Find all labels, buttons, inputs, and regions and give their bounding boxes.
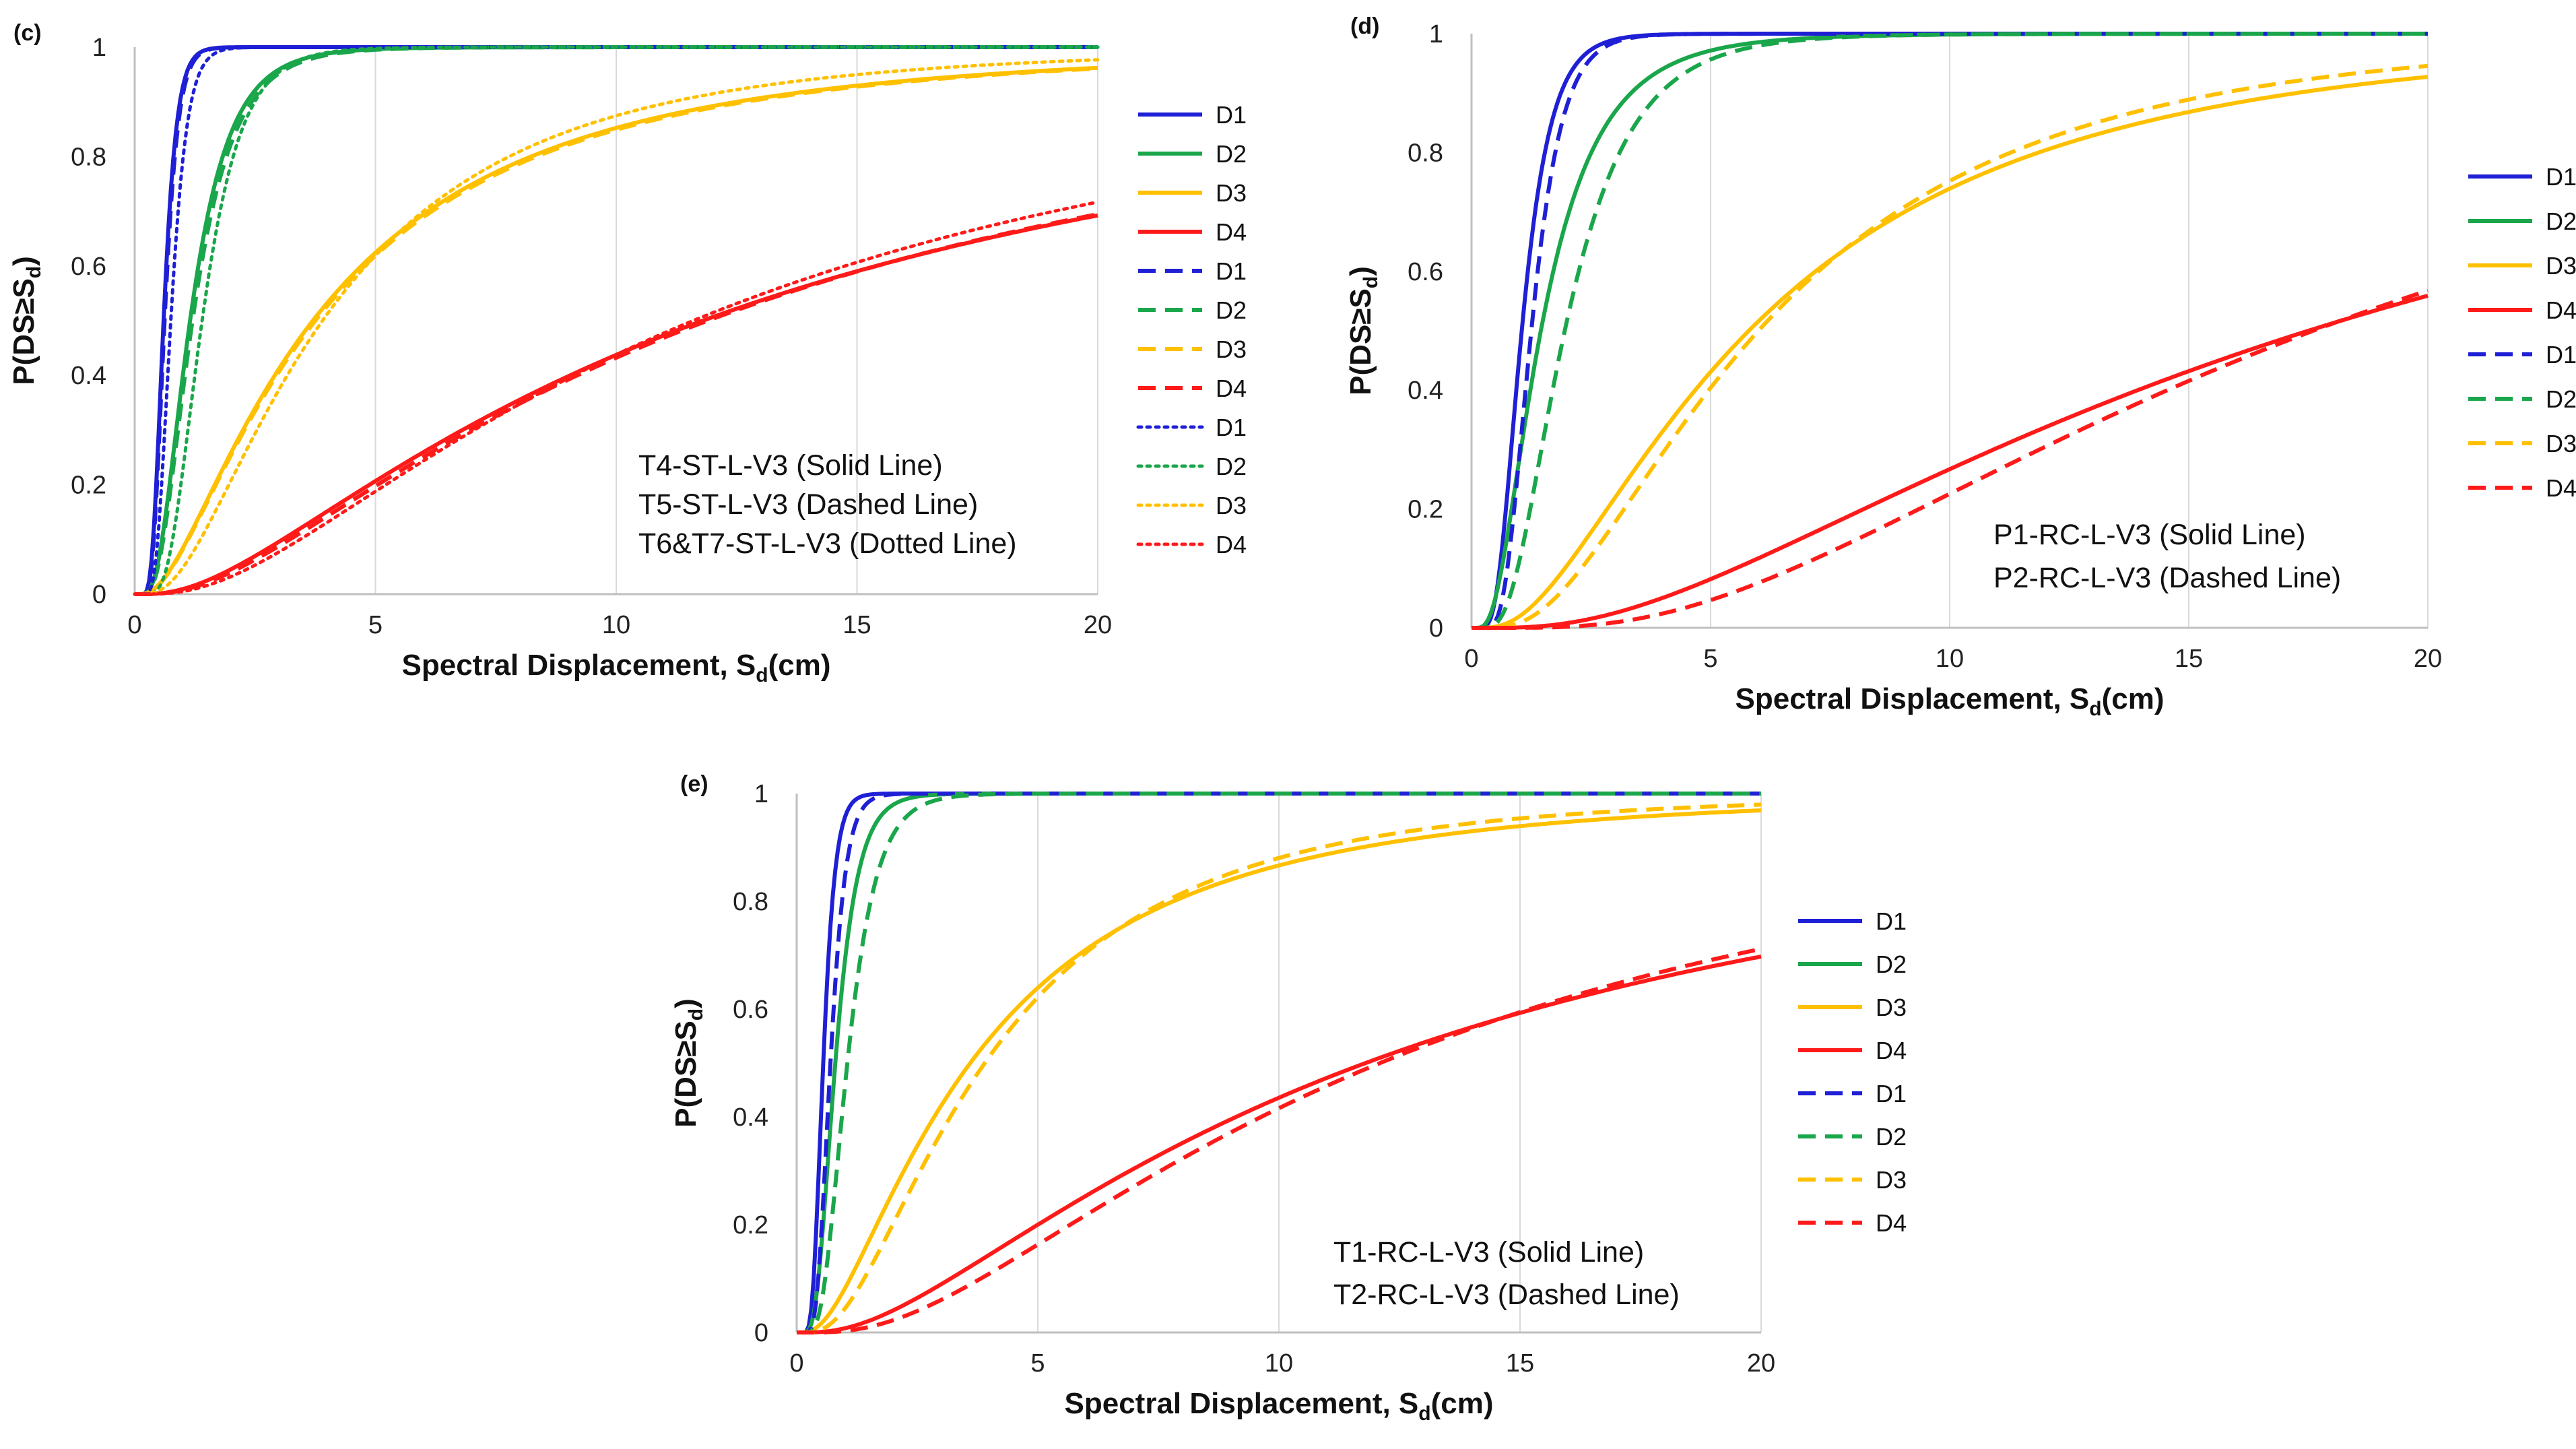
legend-label: D1 <box>2546 341 2576 368</box>
series-line-d4-solid <box>797 955 1762 1334</box>
legend-label: D1 <box>1876 907 1907 935</box>
y-tick-label: 0.6 <box>71 253 106 281</box>
legend-label: D3 <box>1216 492 1247 519</box>
x-tick-label: 20 <box>1084 611 1112 639</box>
y-tick-label: 0.4 <box>733 1103 768 1132</box>
series-line-d3-dashed <box>135 66 1098 596</box>
legend-label: D2 <box>1876 951 1907 978</box>
panel-label: (e) <box>680 771 708 797</box>
y-tick-label: 0 <box>754 1319 768 1347</box>
series-line-d2-dashed <box>797 792 1761 1334</box>
annotation-text: T2-RC-L-V3 (Dashed Line) <box>1333 1279 1680 1311</box>
legend-label: D2 <box>2546 385 2576 413</box>
legend: D1 D2 D3 D4 D1 D2 D3 D4 <box>2468 163 2576 502</box>
series-line-d2-dashed <box>1472 32 2428 630</box>
x-tick-label: 15 <box>843 611 871 639</box>
annotation-text: T5-ST-L-V3 (Dashed Line) <box>638 488 978 521</box>
series-line-d3-solid <box>797 808 1762 1334</box>
x-axis-title: Spectral Displacement, Sd(cm) <box>1736 682 2165 720</box>
x-tick-label: 0 <box>127 611 141 639</box>
legend-label: D3 <box>1216 179 1247 207</box>
y-axis-title: P(DS≥Sd) <box>7 256 45 385</box>
legend-label: D4 <box>1216 531 1247 558</box>
panel-d: (d) 0 5 10 15 20 0 0.2 0.4 0.6 0.8 1 Spectral Displa… <box>1344 13 2576 720</box>
legend: D1 D2 D3 D4 D1 D2 D3 D4 D1 D2 D3 D4 <box>1136 101 1247 558</box>
x-tick-label: 20 <box>2414 645 2442 673</box>
x-tick-label: 0 <box>789 1349 803 1378</box>
y-tick-label: 0.4 <box>71 362 106 390</box>
y-tick-label: 1 <box>1429 20 1443 49</box>
series-line-d4-solid <box>1472 294 2429 630</box>
x-tick-label: 20 <box>1747 1349 1775 1378</box>
annotation-text: P1-RC-L-V3 (Solid Line) <box>1993 519 2306 551</box>
x-tick-label: 5 <box>1030 1349 1045 1378</box>
legend-label: D2 <box>1216 453 1247 480</box>
y-tick-label: 0.6 <box>1408 258 1443 286</box>
x-tick-label: 15 <box>1506 1349 1534 1378</box>
legend-label: D4 <box>1876 1209 1907 1237</box>
y-tick-label: 1 <box>92 34 106 62</box>
series-line-d1-dashed <box>1472 32 2428 630</box>
panel-c: (c) 0 5 10 15 20 0 0.2 0.4 0.6 0.8 1 Spectral Displa… <box>7 20 1247 686</box>
annotation-text: T6&T7-ST-L-V3 (Dotted Line) <box>638 527 1017 560</box>
y-axis-title: P(DS≥Sd) <box>1344 266 1382 395</box>
legend-label: D3 <box>2546 430 2576 457</box>
y-tick-label: 1 <box>754 780 768 808</box>
annotation-text: P2-RC-L-V3 (Dashed Line) <box>1993 562 2341 594</box>
legend-label: D1 <box>1216 414 1247 441</box>
legend-label: D4 <box>1216 218 1247 246</box>
series-line-d4-dotted <box>133 200 1100 596</box>
panel-label: (d) <box>1350 13 1379 39</box>
series-line-d2-dotted <box>133 45 1100 596</box>
series-line-d3-dashed <box>797 802 1762 1334</box>
y-tick-label: 0.8 <box>733 888 768 916</box>
y-tick-label: 0.4 <box>1408 377 1443 405</box>
legend: D1 D2 D3 D4 D1 D2 D3 D4 <box>1798 907 1907 1237</box>
y-tick-label: 0.2 <box>71 472 106 500</box>
legend-label: D1 <box>1216 101 1247 129</box>
y-axis-title: P(DS≥Sd) <box>669 998 707 1128</box>
legend-label: D3 <box>1876 1166 1907 1194</box>
y-tick-label: 0.8 <box>1408 139 1443 167</box>
x-tick-label: 10 <box>1936 645 1964 673</box>
legend-label: D3 <box>1216 335 1247 363</box>
x-tick-label: 10 <box>1265 1349 1293 1378</box>
x-tick-label: 15 <box>2175 645 2203 673</box>
legend-label: D4 <box>2546 474 2576 502</box>
y-tick-label: 0 <box>1429 614 1443 643</box>
legend-label: D2 <box>2546 207 2576 235</box>
x-tick-label: 10 <box>602 611 630 639</box>
x-axis-title: Spectral Displacement, Sd(cm) <box>402 649 831 686</box>
legend-label: D3 <box>2546 252 2576 280</box>
legend-label: D3 <box>1876 994 1907 1021</box>
annotation-text: T1-RC-L-V3 (Solid Line) <box>1333 1236 1644 1268</box>
legend-label: D2 <box>1876 1123 1907 1151</box>
series-line-d4-dashed <box>135 212 1098 596</box>
series-line-d3-dashed <box>1472 63 2429 630</box>
y-tick-label: 0.2 <box>1408 496 1443 524</box>
legend-label: D1 <box>1876 1080 1907 1107</box>
x-axis-title: Spectral Displacement, Sd(cm) <box>1065 1387 1494 1425</box>
y-tick-label: 0.2 <box>733 1211 768 1239</box>
legend-label: D4 <box>1216 375 1247 402</box>
y-tick-label: 0 <box>92 581 106 609</box>
legend-label: D2 <box>1216 140 1247 168</box>
x-tick-label: 0 <box>1464 645 1478 673</box>
legend-label: D4 <box>2546 296 2576 324</box>
legend-label: D2 <box>1216 296 1247 324</box>
series-line-d4-dashed <box>797 946 1762 1334</box>
y-tick-label: 0.8 <box>71 143 106 171</box>
panel-e: (e) 0 5 10 15 20 0 0.2 0.4 0.6 0.8 1 Spectral Displa… <box>669 771 1907 1425</box>
legend-label: D4 <box>1876 1037 1907 1064</box>
legend-label: D1 <box>2546 163 2576 191</box>
y-tick-label: 0.6 <box>733 996 768 1024</box>
legend-label: D1 <box>1216 257 1247 285</box>
x-tick-label: 5 <box>368 611 383 639</box>
series-line-d3-dotted <box>133 58 1100 596</box>
annotation-text: T4-ST-L-V3 (Solid Line) <box>638 449 943 482</box>
x-tick-label: 5 <box>1703 645 1717 673</box>
panel-label: (c) <box>13 20 42 46</box>
series-line-d3-solid <box>1472 75 2429 630</box>
